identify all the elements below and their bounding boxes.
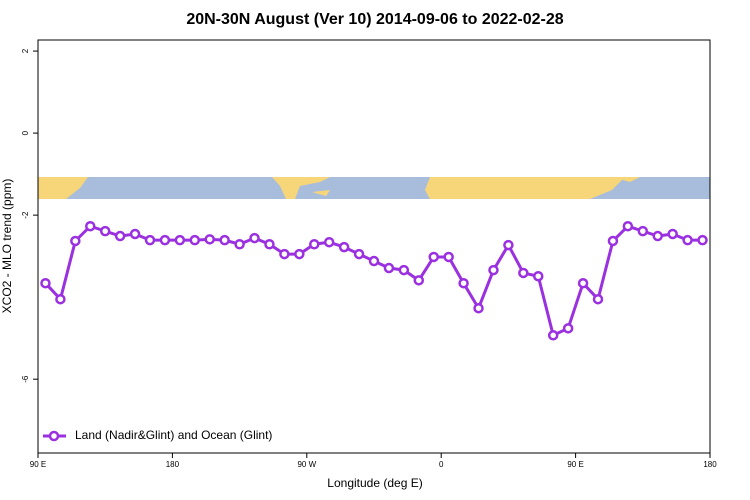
point xyxy=(458,277,469,289)
point xyxy=(383,262,395,274)
point xyxy=(428,251,439,263)
x-tick-label: 90 E xyxy=(30,460,46,469)
point xyxy=(40,277,51,289)
point xyxy=(503,239,514,251)
point xyxy=(189,234,201,246)
point xyxy=(473,302,484,314)
legend-label: Land (Nadir&Glint) and Ocean (Glint) xyxy=(75,428,272,442)
point xyxy=(652,230,663,242)
point xyxy=(413,275,425,286)
point xyxy=(443,251,454,263)
y-tick-label: -2 xyxy=(21,211,30,219)
point xyxy=(577,277,589,289)
x-tick-label: 180 xyxy=(166,460,180,469)
x-tick-label: 90 E xyxy=(567,460,583,469)
point xyxy=(398,264,410,276)
x-tick-label: 90 W xyxy=(297,460,316,469)
point xyxy=(353,248,365,260)
plot-frame xyxy=(37,39,711,454)
point xyxy=(323,236,335,248)
point xyxy=(85,220,96,232)
point xyxy=(607,235,619,247)
point xyxy=(667,228,678,240)
point xyxy=(99,225,111,237)
point xyxy=(294,248,305,260)
point xyxy=(547,330,559,341)
point xyxy=(204,234,215,245)
point xyxy=(264,238,275,250)
point xyxy=(70,235,81,247)
point xyxy=(338,241,350,253)
point xyxy=(697,234,708,246)
point xyxy=(368,255,380,267)
y-axis-label: XCO2 - MLO trend (ppm) xyxy=(0,179,14,314)
x-tick-label: 180 xyxy=(703,460,717,469)
point xyxy=(562,323,574,334)
point xyxy=(488,264,499,276)
x-tick-label: 0 xyxy=(439,460,444,469)
series-line xyxy=(44,224,703,338)
chart-title: 20N-30N August (Ver 10) 2014-09-06 to 20… xyxy=(186,11,563,28)
point xyxy=(114,230,126,242)
point xyxy=(219,234,230,246)
point xyxy=(279,248,290,260)
point xyxy=(592,293,604,305)
point xyxy=(249,232,260,244)
point xyxy=(533,270,544,282)
point xyxy=(518,267,529,279)
y-tick-label: -6 xyxy=(21,375,30,383)
legend-marker xyxy=(48,430,60,442)
point xyxy=(234,238,245,250)
point xyxy=(129,228,141,240)
y-tick-label: 0 xyxy=(21,130,30,135)
point xyxy=(159,234,171,246)
point xyxy=(174,234,186,246)
x-axis-label: Longitude (deg E) xyxy=(327,476,422,490)
y-tick-label: 2 xyxy=(21,48,30,53)
point xyxy=(622,220,634,232)
map-strip xyxy=(38,177,710,199)
point xyxy=(682,234,693,246)
point xyxy=(637,225,649,237)
point xyxy=(309,238,320,250)
point xyxy=(144,234,156,246)
point xyxy=(55,293,66,305)
